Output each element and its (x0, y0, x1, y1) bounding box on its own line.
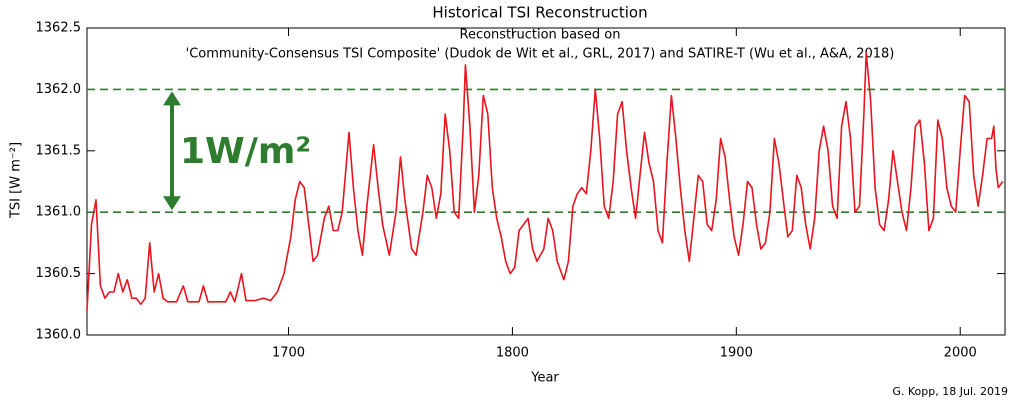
y-axis-label: TSI [W m⁻²] (9, 142, 24, 219)
chart-subtitle: 'Community-Consensus TSI Composite' (Dud… (186, 47, 895, 62)
y-tick-label: 1360.5 (36, 266, 82, 281)
x-tick-label: 2000 (944, 346, 977, 361)
y-tick-label: 1361.0 (36, 205, 82, 220)
data-line (86, 51, 1004, 311)
chart-subtitle: Reconstruction based on (460, 28, 621, 43)
x-axis-label: Year (530, 371, 559, 386)
chart-title: Historical TSI Reconstruction (432, 4, 647, 22)
arrow-head (163, 196, 181, 211)
arrow-head (163, 91, 181, 106)
y-tick-label: 1362.5 (36, 21, 82, 36)
y-tick-label: 1361.5 (36, 143, 82, 158)
x-tick-label: 1700 (272, 346, 305, 361)
x-tick-label: 1800 (496, 346, 529, 361)
x-tick-label: 1900 (720, 346, 753, 361)
credit: G. Kopp, 18 Jul. 2019 (892, 385, 1008, 398)
plot-frame (86, 27, 1006, 336)
y-tick-label: 1360.0 (36, 328, 82, 343)
annotation: 1W/m² (180, 131, 311, 172)
y-tick-label: 1362.0 (36, 82, 82, 97)
